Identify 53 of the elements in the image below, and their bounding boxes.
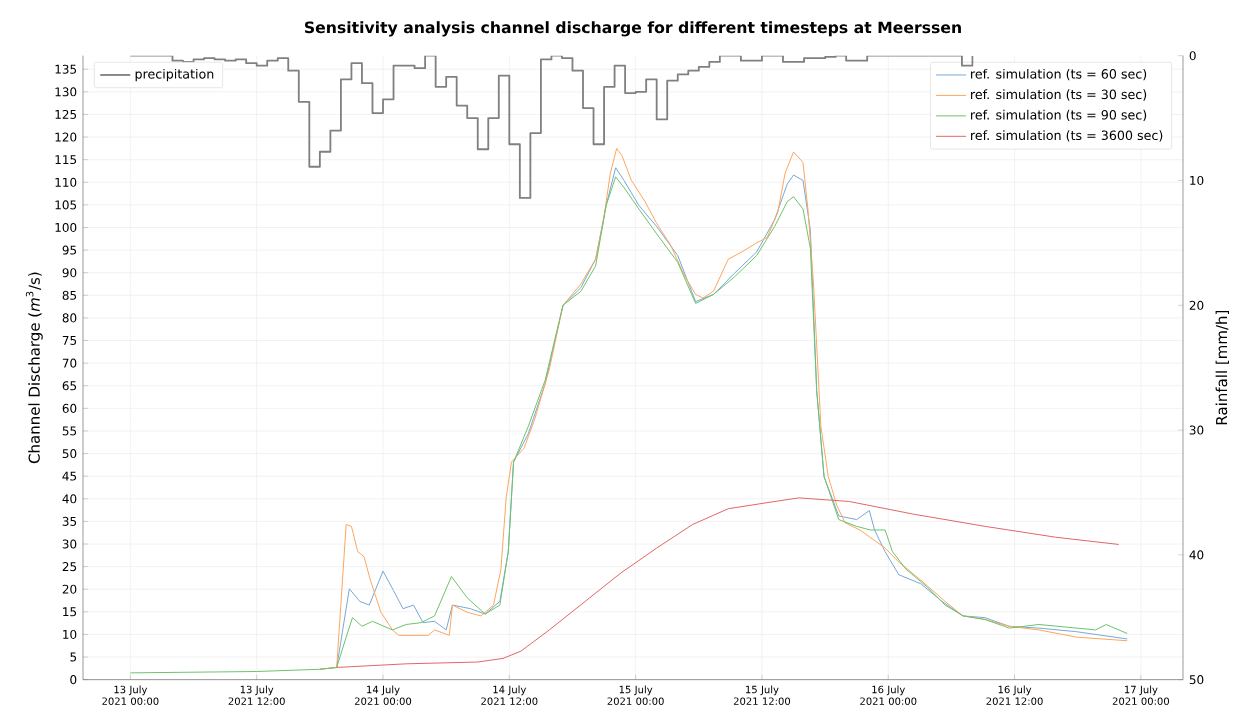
- y-tick-label: 125: [55, 109, 77, 119]
- legend-label: ref. simulation (ts = 90 sec): [971, 109, 1147, 122]
- x-tick-label: 15 July 2021 12:00: [733, 685, 791, 705]
- y-tick-label: 45: [62, 471, 77, 481]
- x-tick-label: 16 July 2021 12:00: [986, 685, 1043, 705]
- y-tick-label: 35: [62, 516, 77, 526]
- y-tick-label: 90: [62, 268, 77, 278]
- y2-tick-label: 0: [1189, 51, 1196, 61]
- legend-label: ref. simulation (ts = 30 sec): [971, 89, 1147, 101]
- chart-title: Sensitivity analysis channel discharge for different timesteps at Meerssen: [304, 21, 961, 37]
- y-tick-label: 10: [63, 629, 77, 639]
- y2-tick-label: 50: [1189, 675, 1204, 685]
- y-tick-label: 70: [62, 358, 77, 368]
- y2-tick-label: 10: [1190, 175, 1204, 185]
- y-tick-label: 30: [62, 539, 77, 549]
- legend-label: precipitation: [135, 68, 214, 82]
- y-tick-label: 40: [62, 494, 77, 504]
- y-tick-label: 135: [55, 64, 77, 74]
- y-tick-label: 130: [55, 87, 77, 97]
- y-tick-label: 120: [55, 132, 77, 142]
- line-series: [336, 497, 1120, 668]
- y-tick-label: 60: [62, 403, 77, 413]
- y-tick-label: 55: [62, 426, 77, 436]
- x-tick-label: 14 July 2021 00:00: [354, 685, 412, 705]
- y2-tick-label: 30: [1189, 425, 1204, 435]
- y-tick-label: 0: [70, 675, 77, 685]
- y-tick-label: 115: [55, 155, 77, 165]
- y-axis-title: Channel Discharge (m$^{3}$/s): [25, 272, 43, 464]
- x-tick-label: 13 July 2021 00:00: [102, 685, 159, 705]
- x-tick-label: 16 July 2021 00:00: [860, 685, 917, 705]
- x-tick-label: 13 July 2021 12:00: [228, 685, 285, 705]
- y2-tick-label: 20: [1189, 300, 1204, 310]
- y-tick-label: 5: [70, 652, 77, 662]
- y-tick-label: 75: [62, 336, 77, 345]
- y-tick-label: 20: [62, 584, 77, 594]
- y-tick-label: 100: [55, 222, 77, 233]
- x-tick-label: 15 July 2021 00:00: [607, 685, 664, 705]
- legend-label: ref. simulation (ts = 3600 sec): [971, 130, 1163, 142]
- line-series: [129, 176, 1128, 674]
- y2-axis-title: Rainfall [mm/h]: [1215, 310, 1229, 425]
- legend-label: ref. simulation (ts = 60 sec): [971, 68, 1147, 81]
- y2-tick-label: 40: [1189, 550, 1204, 560]
- y-tick-label: 110: [55, 177, 77, 187]
- y-tick-label: 50: [62, 449, 77, 459]
- y-tick-label: 15: [63, 607, 77, 617]
- x-tick-label: 17 July 2021 00:00: [1112, 685, 1170, 705]
- y-tick-label: 25: [62, 562, 77, 572]
- y-tick-label: 95: [62, 245, 77, 255]
- x-tick-label: 14 July 2021 12:00: [481, 685, 538, 705]
- y-tick-label: 85: [62, 290, 77, 300]
- y-tick-label: 105: [55, 200, 77, 210]
- y-tick-label: 65: [62, 381, 77, 391]
- y-tick-label: 80: [62, 313, 77, 323]
